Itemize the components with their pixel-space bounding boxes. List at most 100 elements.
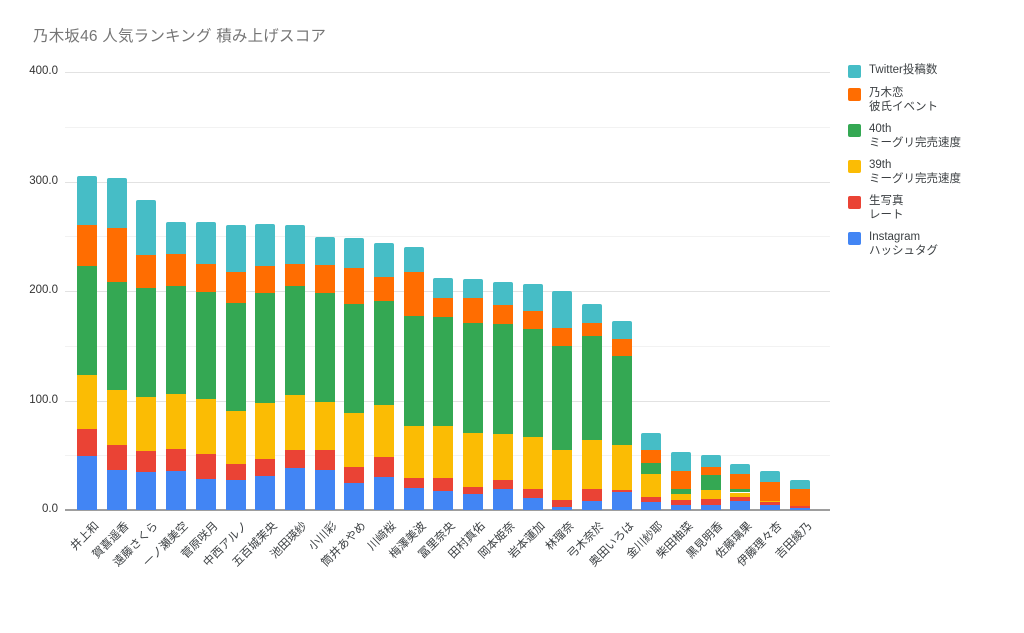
bar-segment[interactable] bbox=[789, 505, 810, 508]
bar-segment[interactable] bbox=[166, 393, 187, 449]
bar-segment[interactable] bbox=[136, 397, 157, 451]
bar-segment[interactable] bbox=[581, 304, 602, 323]
bar-segment[interactable] bbox=[136, 450, 157, 472]
bar-segment[interactable] bbox=[433, 317, 454, 426]
bar-segment[interactable] bbox=[166, 253, 187, 286]
bar-segment[interactable] bbox=[314, 237, 335, 265]
bar-segment[interactable] bbox=[195, 479, 216, 510]
bar-segment[interactable] bbox=[374, 242, 394, 277]
bar-segment[interactable] bbox=[433, 478, 454, 492]
bar-segment[interactable] bbox=[641, 473, 662, 497]
bar-segment[interactable] bbox=[730, 464, 751, 474]
bar-segment[interactable] bbox=[225, 225, 246, 273]
bar-segment[interactable] bbox=[492, 305, 513, 324]
bar-segment[interactable] bbox=[760, 501, 781, 503]
bar-segment[interactable] bbox=[284, 263, 305, 286]
bar-segment[interactable] bbox=[284, 449, 305, 469]
bar-segment[interactable] bbox=[106, 389, 127, 446]
bar-segment[interactable] bbox=[225, 464, 246, 481]
bar-segment[interactable] bbox=[106, 227, 127, 283]
bar-segment[interactable] bbox=[611, 320, 632, 340]
bar-segment[interactable] bbox=[77, 456, 97, 510]
bar-segment[interactable] bbox=[433, 425, 454, 479]
bar-segment[interactable] bbox=[522, 329, 543, 437]
bar-segment[interactable] bbox=[760, 470, 781, 482]
bar-segment[interactable] bbox=[225, 411, 246, 465]
bar-segment[interactable] bbox=[255, 476, 276, 510]
bar-segment[interactable] bbox=[700, 467, 721, 475]
bar-segment[interactable] bbox=[374, 276, 394, 301]
bar-segment[interactable] bbox=[403, 316, 424, 426]
bar-segment[interactable] bbox=[344, 412, 365, 468]
bar-segment[interactable] bbox=[195, 263, 216, 293]
bar-segment[interactable] bbox=[166, 285, 187, 394]
bar-segment[interactable] bbox=[77, 428, 97, 457]
bar-segment[interactable] bbox=[552, 345, 573, 450]
bar-segment[interactable] bbox=[581, 439, 602, 490]
bar-segment[interactable] bbox=[700, 490, 721, 500]
bar-segment[interactable] bbox=[671, 504, 691, 510]
bar-segment[interactable] bbox=[492, 489, 513, 510]
bar-segment[interactable] bbox=[284, 468, 305, 510]
bar-segment[interactable] bbox=[77, 375, 97, 429]
bar-segment[interactable] bbox=[284, 225, 305, 264]
bar-segment[interactable] bbox=[611, 355, 632, 446]
bar-segment[interactable] bbox=[106, 445, 127, 470]
bar-segment[interactable] bbox=[314, 264, 335, 294]
bar-segment[interactable] bbox=[641, 496, 662, 503]
bar-segment[interactable] bbox=[641, 433, 662, 450]
bar-segment[interactable] bbox=[730, 473, 751, 490]
bar-segment[interactable] bbox=[671, 493, 691, 501]
bar-segment[interactable] bbox=[522, 497, 543, 510]
bar-segment[interactable] bbox=[433, 297, 454, 318]
bar-segment[interactable] bbox=[552, 500, 573, 507]
bar-segment[interactable] bbox=[760, 504, 781, 510]
bar-segment[interactable] bbox=[492, 282, 513, 306]
bar-segment[interactable] bbox=[463, 297, 484, 323]
bar-segment[interactable] bbox=[611, 490, 632, 493]
bar-segment[interactable] bbox=[552, 291, 573, 329]
bar-segment[interactable] bbox=[255, 402, 276, 459]
bar-segment[interactable] bbox=[314, 449, 335, 470]
bar-segment[interactable] bbox=[77, 225, 97, 266]
bar-segment[interactable] bbox=[463, 278, 484, 298]
bar-segment[interactable] bbox=[344, 238, 365, 269]
bar-segment[interactable] bbox=[641, 502, 662, 510]
bar-segment[interactable] bbox=[611, 492, 632, 510]
bar-segment[interactable] bbox=[492, 480, 513, 490]
bar-segment[interactable] bbox=[433, 491, 454, 510]
bar-segment[interactable] bbox=[671, 500, 691, 505]
bar-segment[interactable] bbox=[106, 469, 127, 510]
bar-segment[interactable] bbox=[403, 488, 424, 510]
bar-segment[interactable] bbox=[344, 304, 365, 413]
bar-segment[interactable] bbox=[671, 489, 691, 494]
bar-segment[interactable] bbox=[314, 469, 335, 510]
bar-segment[interactable] bbox=[314, 293, 335, 402]
bar-segment[interactable] bbox=[344, 467, 365, 483]
bar-segment[interactable] bbox=[344, 482, 365, 510]
bar-segment[interactable] bbox=[344, 268, 365, 305]
bar-segment[interactable] bbox=[166, 448, 187, 471]
bar-segment[interactable] bbox=[374, 404, 394, 458]
bar-segment[interactable] bbox=[671, 470, 691, 490]
bar-segment[interactable] bbox=[255, 293, 276, 403]
bar-segment[interactable] bbox=[463, 433, 484, 488]
bar-segment[interactable] bbox=[136, 471, 157, 510]
bar-segment[interactable] bbox=[581, 501, 602, 510]
bar-segment[interactable] bbox=[522, 436, 543, 490]
bar-segment[interactable] bbox=[255, 265, 276, 294]
bar-segment[interactable] bbox=[463, 493, 484, 510]
bar-segment[interactable] bbox=[730, 489, 751, 493]
bar-segment[interactable] bbox=[700, 504, 721, 510]
bar-segment[interactable] bbox=[789, 480, 810, 490]
bar-segment[interactable] bbox=[433, 277, 454, 298]
bar-segment[interactable] bbox=[314, 401, 335, 450]
bar-segment[interactable] bbox=[136, 200, 157, 255]
bar-segment[interactable] bbox=[700, 474, 721, 491]
bar-segment[interactable] bbox=[195, 399, 216, 455]
bar-segment[interactable] bbox=[463, 487, 484, 494]
bar-segment[interactable] bbox=[581, 489, 602, 502]
bar-segment[interactable] bbox=[492, 323, 513, 435]
bar-segment[interactable] bbox=[195, 454, 216, 480]
bar-segment[interactable] bbox=[225, 480, 246, 510]
